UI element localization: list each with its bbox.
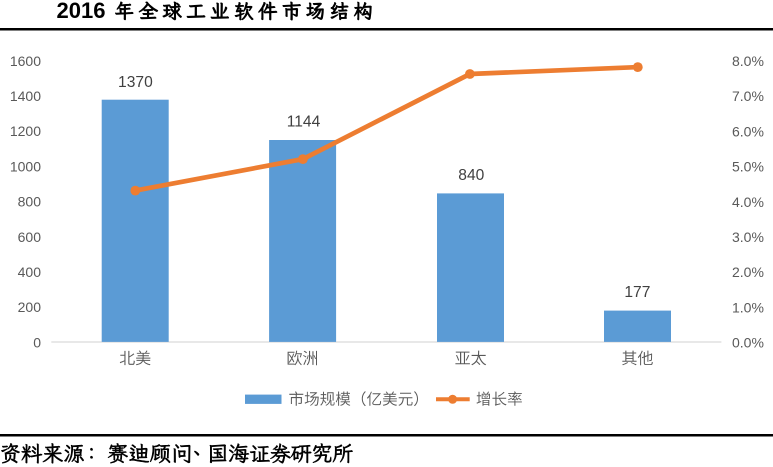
svg-text:177: 177 bbox=[624, 284, 650, 301]
svg-text:800: 800 bbox=[18, 194, 42, 210]
svg-text:4.0%: 4.0% bbox=[732, 194, 764, 210]
svg-text:1600: 1600 bbox=[10, 53, 41, 69]
svg-text:1.0%: 1.0% bbox=[732, 299, 764, 315]
svg-text:1400: 1400 bbox=[10, 88, 41, 104]
svg-text:0: 0 bbox=[33, 334, 41, 350]
svg-text:400: 400 bbox=[18, 264, 42, 280]
svg-text:0.0%: 0.0% bbox=[732, 335, 764, 351]
svg-text:1200: 1200 bbox=[10, 123, 41, 139]
svg-text:2.0%: 2.0% bbox=[732, 264, 764, 280]
svg-text:5.0%: 5.0% bbox=[732, 159, 764, 175]
svg-text:6.0%: 6.0% bbox=[732, 123, 764, 139]
svg-text:1144: 1144 bbox=[287, 114, 321, 131]
svg-text:1000: 1000 bbox=[10, 158, 41, 174]
svg-text:1370: 1370 bbox=[118, 74, 153, 91]
svg-text:3.0%: 3.0% bbox=[732, 229, 764, 245]
svg-text:200: 200 bbox=[18, 299, 42, 315]
svg-text:2016: 2016 bbox=[57, 0, 106, 23]
svg-text:8.0%: 8.0% bbox=[732, 53, 764, 69]
svg-text:7.0%: 7.0% bbox=[732, 88, 764, 104]
svg-text:840: 840 bbox=[458, 167, 484, 184]
svg-text:600: 600 bbox=[18, 229, 42, 245]
